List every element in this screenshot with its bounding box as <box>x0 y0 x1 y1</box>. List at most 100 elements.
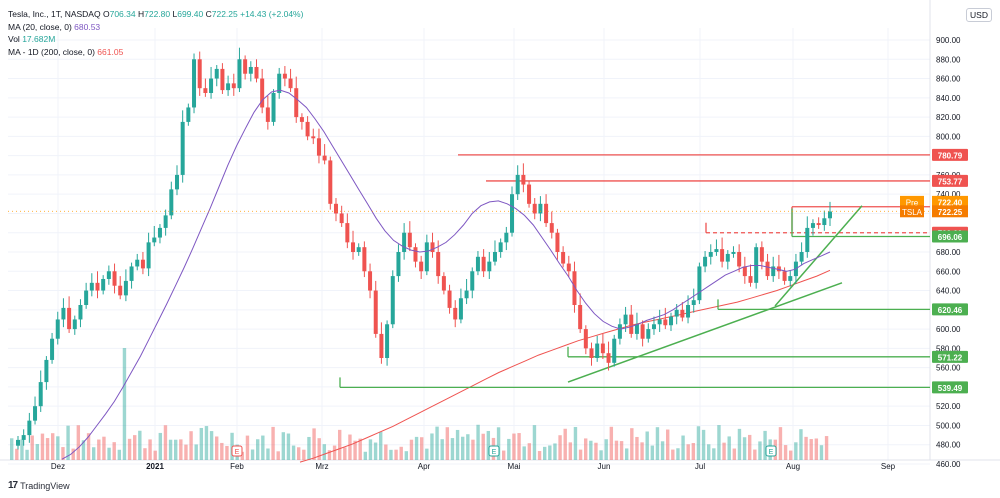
volume-bar <box>727 436 731 460</box>
volume-bar <box>317 438 321 460</box>
volume-bar <box>655 427 660 460</box>
candle-body <box>532 203 537 214</box>
volume-bar <box>537 451 542 460</box>
volume-bar <box>199 427 204 460</box>
candle-body <box>759 247 764 262</box>
y-tick-label: 580.00 <box>936 344 961 353</box>
candle-body <box>447 290 452 308</box>
ma20-label: MA (20, close, 0) <box>8 21 72 32</box>
candle-body <box>379 333 384 358</box>
volume-bar <box>353 440 357 460</box>
volume-bar <box>645 431 649 460</box>
volume-bar <box>737 428 742 460</box>
volume-bar <box>804 436 808 460</box>
y-tick-label: 480.00 <box>936 441 961 450</box>
candle-body <box>220 68 225 91</box>
candle-body <box>612 338 617 363</box>
y-tick-label: 740.00 <box>936 190 961 199</box>
x-tick-label: Dez <box>51 462 65 471</box>
candle-body <box>498 242 503 252</box>
tradingview-brand[interactable]: 17 TradingView <box>8 480 70 491</box>
volume-bar <box>748 434 752 460</box>
price-level-badge <box>932 350 968 363</box>
volume-bar <box>384 444 388 460</box>
candle-body <box>549 223 554 233</box>
volume-bar <box>496 427 501 460</box>
candle-body <box>174 174 179 190</box>
volume-bar <box>271 426 275 460</box>
volume-bar <box>609 426 614 460</box>
volume-bar <box>650 445 655 460</box>
volume-bar <box>76 425 81 460</box>
volume-bar <box>40 433 45 460</box>
volume-bar <box>671 449 675 460</box>
price-level-badge-text: 780.79 <box>938 151 963 160</box>
volume-bar <box>701 429 706 460</box>
volume-bar <box>204 426 209 460</box>
volume-bar <box>471 439 475 460</box>
volume-bar <box>619 441 624 460</box>
legend-row-ma20[interactable]: MA (20, close, 0) 680.53 <box>8 21 303 34</box>
candle-body <box>345 223 350 243</box>
volume-bar <box>486 430 491 460</box>
candle-body <box>322 155 327 161</box>
candle-body <box>782 271 787 281</box>
volume-bar <box>548 445 552 460</box>
legend-row-ma200[interactable]: MA - 1D (200, close, 0) 661.05 <box>8 46 303 59</box>
candle-body <box>402 232 407 252</box>
volume-bar <box>507 438 511 460</box>
currency-button[interactable]: USD <box>966 8 992 22</box>
volume-bar <box>61 447 65 460</box>
candle-body <box>339 213 344 224</box>
volume-bar <box>363 451 368 460</box>
ohlc-open: O706.34 <box>102 9 136 19</box>
candle-body <box>566 263 571 272</box>
volume-bar <box>112 442 116 460</box>
brand-name: TradingView <box>20 480 70 491</box>
x-tick-label: Mai <box>508 462 521 471</box>
volume-bar <box>153 450 157 460</box>
candle-body <box>708 252 713 257</box>
tradingview-logo-icon: 17 <box>8 480 18 491</box>
ohlc-high: H722.80 <box>137 9 171 19</box>
pre-value-badge <box>932 195 968 208</box>
volume-bar <box>420 437 424 460</box>
volume-bar <box>261 435 265 460</box>
candle-body <box>600 343 605 354</box>
trend-line <box>774 205 863 307</box>
volume-bar <box>373 442 378 460</box>
volume-bar <box>814 438 819 460</box>
candle-body <box>458 298 463 320</box>
y-tick-label: 880.00 <box>936 55 961 64</box>
y-tick-label: 600.00 <box>936 325 961 334</box>
candle-body <box>703 256 708 267</box>
candle-body <box>583 329 588 349</box>
trend-line <box>567 282 843 383</box>
candle-body <box>44 359 49 383</box>
earnings-marker-icon <box>231 445 243 457</box>
candle-body <box>271 93 276 122</box>
price-level-badge <box>932 230 968 243</box>
candle-body <box>657 319 662 325</box>
candle-body <box>163 215 168 228</box>
candle-body <box>487 261 492 272</box>
candle-body <box>799 252 804 262</box>
volume-bar <box>717 425 721 460</box>
candle-body <box>78 305 83 320</box>
candle-body <box>504 232 509 243</box>
volume-bar <box>122 348 127 460</box>
x-tick-label: Jul <box>695 462 705 471</box>
x-tick-label: 2021 <box>146 462 164 471</box>
volume-bar <box>691 443 696 460</box>
volume-bar <box>681 435 685 460</box>
candle-body <box>697 266 702 301</box>
legend-row-volume[interactable]: Vol 17.682M <box>8 33 303 46</box>
volume-bar <box>404 451 409 460</box>
volume-bar <box>148 439 152 460</box>
volume-bar <box>522 446 526 460</box>
volume-bar <box>291 445 296 460</box>
volume-bar <box>789 450 793 460</box>
x-tick-label: Sep <box>881 462 896 471</box>
y-tick-label: 560.00 <box>936 364 961 373</box>
